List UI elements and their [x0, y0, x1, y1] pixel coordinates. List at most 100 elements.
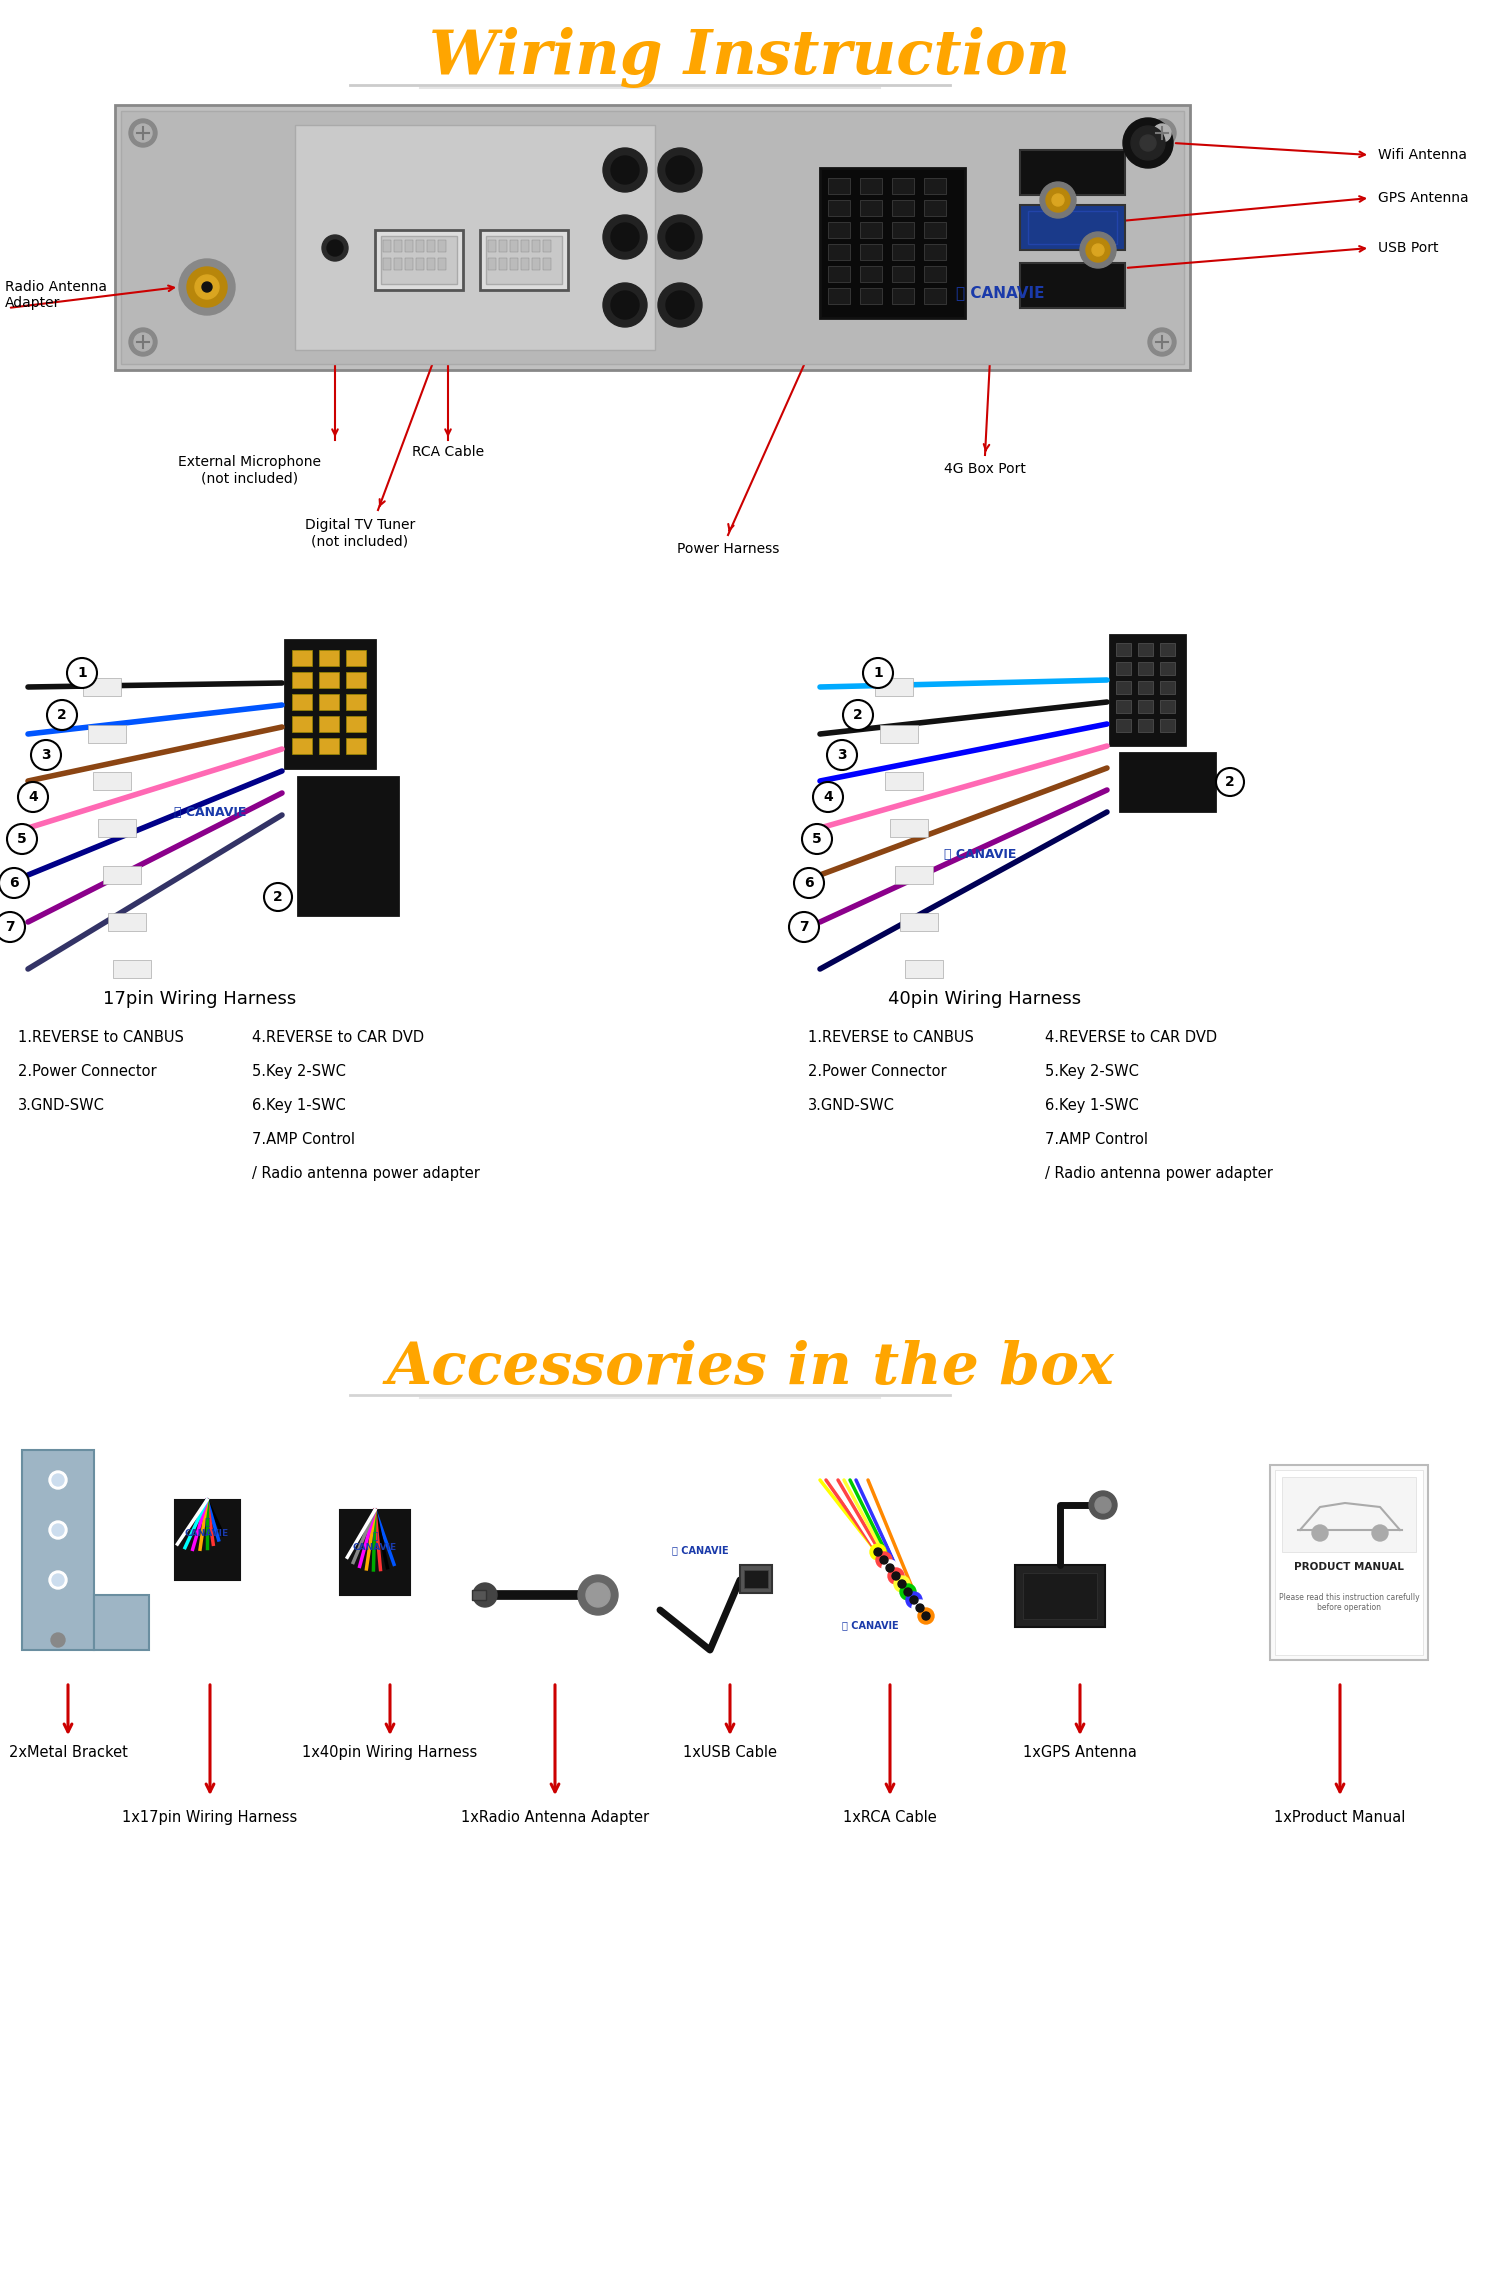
Text: 7.AMP Control: 7.AMP Control	[252, 1131, 356, 1147]
Circle shape	[53, 1473, 64, 1487]
Circle shape	[843, 700, 873, 730]
Text: 5: 5	[16, 832, 27, 846]
Circle shape	[1372, 1525, 1388, 1541]
Circle shape	[666, 223, 694, 251]
Bar	[427, 239, 435, 253]
Bar	[892, 221, 914, 237]
Bar	[82, 677, 122, 695]
Bar	[1138, 718, 1154, 732]
Circle shape	[658, 283, 702, 326]
Circle shape	[603, 148, 646, 192]
Circle shape	[886, 1564, 894, 1571]
Circle shape	[610, 292, 639, 319]
Circle shape	[50, 1571, 68, 1589]
Bar	[405, 258, 412, 269]
Bar	[292, 739, 312, 755]
Bar	[488, 258, 496, 269]
Bar	[828, 201, 850, 217]
Circle shape	[472, 1582, 496, 1607]
Bar	[292, 673, 312, 689]
Bar	[744, 1571, 768, 1587]
Text: / Radio antenna power adapter: / Radio antenna power adapter	[252, 1165, 480, 1181]
Circle shape	[658, 214, 702, 260]
Circle shape	[264, 882, 292, 912]
Text: / Radio antenna power adapter: / Radio antenna power adapter	[1046, 1165, 1274, 1181]
Text: 2xMetal Bracket: 2xMetal Bracket	[9, 1744, 128, 1760]
Circle shape	[1092, 244, 1104, 255]
Circle shape	[1089, 1491, 1118, 1518]
Circle shape	[53, 1573, 64, 1587]
Bar	[320, 716, 339, 732]
Bar	[176, 1500, 240, 1580]
Bar	[320, 693, 339, 709]
Bar	[890, 819, 928, 837]
Bar	[1023, 1573, 1096, 1619]
Bar	[346, 716, 366, 732]
Circle shape	[916, 1605, 924, 1612]
Circle shape	[1080, 233, 1116, 269]
Bar	[292, 650, 312, 666]
Bar	[375, 230, 464, 290]
Text: Wiring Instruction: Wiring Instruction	[429, 27, 1071, 89]
Bar	[1160, 661, 1174, 675]
Text: 3.GND-SWC: 3.GND-SWC	[808, 1099, 895, 1113]
Circle shape	[129, 119, 158, 146]
Text: 4.REVERSE to CAR DVD: 4.REVERSE to CAR DVD	[1046, 1031, 1217, 1044]
Bar	[320, 673, 339, 689]
Text: 7: 7	[4, 921, 15, 935]
Text: Digital TV Tuner
(not included): Digital TV Tuner (not included)	[304, 518, 416, 547]
Circle shape	[1216, 768, 1243, 796]
Text: 6: 6	[9, 876, 20, 889]
Circle shape	[1154, 333, 1172, 351]
Bar	[924, 201, 946, 217]
Bar	[828, 267, 850, 283]
Text: 2: 2	[853, 709, 862, 723]
Bar	[828, 244, 850, 260]
Bar	[296, 125, 656, 351]
Circle shape	[8, 823, 38, 855]
Bar	[381, 237, 458, 285]
Text: 6.Key 1-SWC: 6.Key 1-SWC	[1046, 1099, 1138, 1113]
Circle shape	[1046, 187, 1070, 212]
Bar	[892, 244, 914, 260]
Bar	[346, 739, 366, 755]
Bar	[1020, 262, 1125, 308]
Bar	[98, 819, 136, 837]
Bar	[1116, 661, 1131, 675]
Circle shape	[862, 659, 892, 689]
Bar	[892, 267, 914, 283]
Bar	[1160, 682, 1174, 693]
Circle shape	[1154, 123, 1172, 141]
Bar	[904, 960, 944, 978]
Circle shape	[892, 1571, 900, 1580]
Bar	[88, 725, 126, 743]
Circle shape	[912, 1601, 928, 1617]
Circle shape	[578, 1575, 618, 1614]
Bar	[285, 641, 375, 768]
Circle shape	[1052, 194, 1064, 205]
Text: PRODUCT MANUAL: PRODUCT MANUAL	[1294, 1562, 1404, 1571]
Circle shape	[178, 260, 236, 315]
Circle shape	[51, 1632, 64, 1646]
Bar	[896, 866, 933, 885]
Circle shape	[1040, 182, 1076, 219]
Text: GPS Antenna: GPS Antenna	[1378, 192, 1468, 205]
Text: 6.Key 1-SWC: 6.Key 1-SWC	[252, 1099, 345, 1113]
Circle shape	[610, 223, 639, 251]
Text: 4: 4	[28, 789, 38, 805]
Text: 2: 2	[1226, 775, 1234, 789]
Circle shape	[134, 333, 152, 351]
Bar	[346, 673, 366, 689]
Text: 2: 2	[273, 889, 284, 903]
Circle shape	[827, 741, 856, 771]
Circle shape	[50, 1471, 68, 1489]
Text: Power Harness: Power Harness	[676, 543, 778, 556]
Circle shape	[666, 292, 694, 319]
Circle shape	[900, 1585, 916, 1601]
Text: 4.REVERSE to CAR DVD: 4.REVERSE to CAR DVD	[252, 1031, 424, 1044]
Circle shape	[18, 782, 48, 812]
Circle shape	[322, 235, 348, 260]
Text: 3: 3	[837, 748, 848, 762]
Circle shape	[1131, 125, 1166, 160]
Bar	[405, 239, 412, 253]
